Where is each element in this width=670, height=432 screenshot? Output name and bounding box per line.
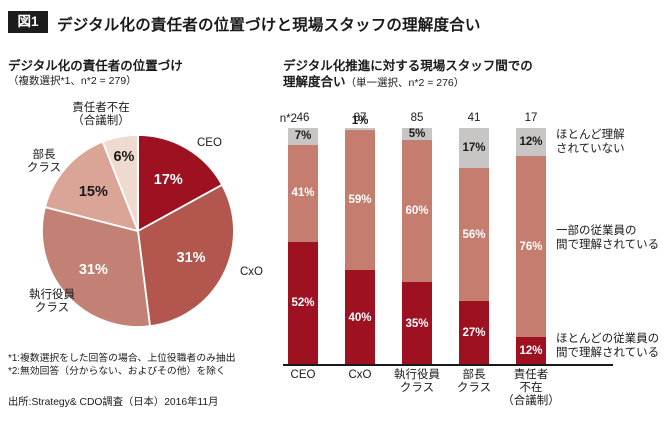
bar-n-value: 17: [524, 112, 538, 124]
bar-segment-3-1: [459, 168, 489, 301]
pie-label-cxo: CxO: [240, 266, 263, 278]
bar-value-label: 12%: [519, 344, 543, 357]
bar-value-label: 41%: [291, 187, 315, 200]
bar-value-label: 59%: [348, 194, 372, 207]
bar-value-label: 1%: [351, 115, 369, 127]
bar-value-label: 17%: [462, 142, 486, 155]
bar-category-label: CxO: [348, 369, 372, 381]
pie-chart: [40, 133, 236, 329]
pie-value-label: 17%: [153, 171, 183, 188]
bar-value-label: 56%: [462, 228, 486, 241]
bar-segment-4-2: [516, 128, 546, 157]
bar-chart-title-line2: 理解度合い（単一選択、n*2 = 276）: [283, 71, 464, 90]
bar-value-label: 76%: [519, 240, 543, 253]
bar-chart-title-line1: デジタル化推進に対する現場スタッフ間での: [283, 59, 533, 73]
pie-slice-1: [137, 183, 235, 328]
pie-slice-4: [101, 134, 139, 232]
bar-category-label: CEO: [290, 369, 316, 381]
pie-label-ceo: CEO: [197, 137, 222, 149]
bar-n-value: 46: [296, 112, 310, 124]
pie-chart-subtitle: （複数選択*1、n*2 = 279）: [8, 75, 137, 87]
bar-n-value: 87: [353, 112, 367, 124]
pie-chart-title: デジタル化の責任者の位置づけ: [8, 59, 183, 73]
annotation-not-understood: ほとんど理解 されていない: [556, 129, 625, 155]
bar-category-label: 部長 クラス: [456, 369, 492, 394]
bar-category-label: 執行役員 クラス: [394, 369, 440, 394]
bar-value-label: 12%: [519, 136, 543, 149]
pie-slice-2: [41, 206, 151, 328]
bar-segment-0-0: [288, 241, 318, 365]
bar-value-label: 27%: [462, 327, 486, 339]
bar-n-value: 85: [410, 112, 424, 124]
pie-slice-3: [44, 140, 139, 232]
pie-value-label: 31%: [176, 250, 206, 267]
figure-title: デジタル化の責任者の位置づけと現場スタッフの理解度合い: [57, 17, 481, 34]
bar-segment-1-2: [345, 128, 375, 131]
bar-category-label: 責任者 不在 （合議制）: [502, 369, 560, 407]
footnote-2: *2:無効回答（分からない、およびその他）を除く: [8, 366, 226, 377]
footnote-1: *1:複数選択をした回答の場合、上位役職者のみ抽出: [8, 353, 236, 364]
x-axis-line: [283, 364, 613, 366]
pie-svg: [41, 134, 235, 328]
pie-label-executive: 執行役員 クラス: [29, 289, 75, 314]
bar-segment-0-1: [288, 144, 318, 242]
bar-segment-2-2: [402, 128, 432, 140]
bar-segment-4-0: [516, 336, 546, 365]
pie-label-no-owner: 責任者不在 （合議制）: [72, 102, 130, 127]
pie-slice-0: [137, 134, 223, 232]
bar-value-label: 35%: [405, 317, 429, 330]
pie-value-label: 31%: [78, 262, 108, 279]
bar-chart-subtitle: （単一選択、n*2 = 276）: [345, 77, 465, 89]
pie-value-label: 6%: [113, 149, 135, 166]
bar-value-label: 7%: [294, 130, 312, 143]
figure-number-badge: 図1: [8, 11, 48, 33]
bar-segment-2-1: [402, 139, 432, 283]
bar-value-label: 52%: [291, 297, 315, 310]
bar-segment-1-1: [345, 130, 375, 271]
stacked-bar-chart: n*2 = 4652%41%7%CEO8740%59%1%CxO8535%60%…: [280, 112, 615, 407]
bar-n-value: 41: [467, 112, 481, 124]
bar-segment-3-0: [459, 301, 489, 365]
bar-segment-0-2: [288, 128, 318, 145]
pie-label-manager: 部長 クラス: [26, 149, 62, 174]
pie-value-label: 15%: [78, 183, 108, 200]
bar-segment-3-2: [459, 128, 489, 169]
bar-value-label: 40%: [348, 311, 372, 324]
bar-segment-1-0: [345, 270, 375, 365]
bar-chart-title-bold: 理解度合い: [283, 75, 346, 89]
annotation-most-understood: ほとんどの従業員の 間で理解されている: [556, 333, 660, 359]
bar-value-label: 60%: [405, 204, 429, 217]
bar-segment-4-1: [516, 156, 546, 337]
annotation-some-understood: 一部の従業員の 間で理解されている: [556, 225, 660, 251]
bar-value-label: 5%: [408, 127, 426, 140]
source-line: 出所:Strategy& CDO調査（日本）2016年11月: [8, 397, 219, 408]
bar-segment-2-0: [402, 282, 432, 365]
